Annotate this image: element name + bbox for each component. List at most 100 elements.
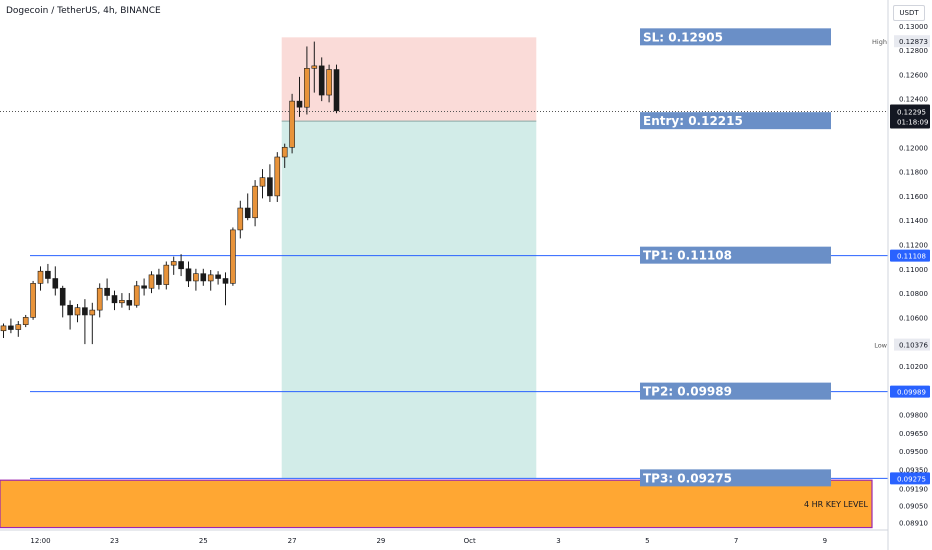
candle-body xyxy=(178,261,184,270)
candle-body xyxy=(244,207,251,219)
current-price-tag xyxy=(890,104,930,129)
y-tick-label: 0.11000 xyxy=(899,266,928,274)
candle-body xyxy=(156,274,162,285)
y-tick-label: 0.08910 xyxy=(899,520,928,528)
candle-body xyxy=(22,317,29,325)
x-tick-label: 23 xyxy=(110,537,119,545)
candle-body xyxy=(200,273,207,282)
x-tick-label: 25 xyxy=(199,537,208,545)
trade-label: TP1: 0.11108 xyxy=(643,249,732,263)
trade-label-box xyxy=(640,246,831,264)
candle-body xyxy=(0,325,7,332)
candle-body xyxy=(163,264,170,285)
y-tick-label: 0.10600 xyxy=(899,314,928,322)
candle-body xyxy=(30,283,36,318)
candle-body xyxy=(207,274,214,282)
level-tag-label: 0.09989 xyxy=(897,389,926,397)
level-tag xyxy=(890,385,930,398)
trade-label: Entry: 0.12215 xyxy=(643,114,743,128)
candle-body xyxy=(311,65,318,69)
y-tick-label: 0.09500 xyxy=(899,448,928,456)
low-label: Low xyxy=(874,342,887,350)
candle-body xyxy=(74,307,81,316)
candle-body xyxy=(215,274,221,279)
trade-label-box xyxy=(640,28,831,46)
candle-body xyxy=(333,69,340,112)
countdown-label: 01:18:09 xyxy=(897,118,928,126)
y-tick-label: 0.09190 xyxy=(899,486,928,494)
candle-body xyxy=(104,287,110,296)
key-level-label: 4 HR KEY LEVEL xyxy=(804,500,869,509)
low-value-box xyxy=(894,338,930,351)
candle-body xyxy=(274,156,281,197)
candle-body xyxy=(8,325,14,330)
low-value: 0.10376 xyxy=(899,342,928,350)
candle-body xyxy=(252,185,258,219)
y-tick-label: 0.11600 xyxy=(899,193,928,201)
candle-body xyxy=(141,285,147,289)
candle-body xyxy=(52,278,59,289)
candle-body xyxy=(267,177,273,197)
candle-body xyxy=(304,68,310,108)
y-tick-label: 0.12000 xyxy=(899,144,928,152)
x-tick-label: 3 xyxy=(556,537,560,545)
chart-title: Dogecoin / TetherUS, 4h, BINANCE xyxy=(6,6,161,16)
x-tick-label: 27 xyxy=(288,537,297,545)
y-tick-label: 0.12400 xyxy=(899,96,928,104)
y-tick-label: 0.10800 xyxy=(899,290,928,298)
candle-body xyxy=(222,278,229,284)
high-value-box xyxy=(894,35,930,48)
candle-body xyxy=(126,300,133,306)
trade-label-box xyxy=(640,112,831,130)
x-tick-label: 7 xyxy=(734,537,738,545)
level-tag-label: 0.09275 xyxy=(897,475,926,483)
trade-label-box xyxy=(640,469,831,487)
high-label: High xyxy=(872,38,887,46)
y-tick-label: 0.09800 xyxy=(899,412,928,420)
level-tag xyxy=(890,472,930,485)
currency-selector[interactable]: USDT xyxy=(893,5,925,21)
candle-body xyxy=(259,177,266,187)
y-tick-label: 0.13000 xyxy=(899,23,928,31)
level-tag-label: 0.11108 xyxy=(897,253,926,261)
candle-body xyxy=(148,274,155,289)
x-tick-label: Oct xyxy=(464,537,476,545)
candle-body xyxy=(296,100,303,108)
trade-label: TP2: 0.09989 xyxy=(643,385,732,399)
y-tick-label: 0.09350 xyxy=(899,466,928,474)
candle-body xyxy=(15,324,22,330)
x-tick-label: 5 xyxy=(645,537,649,545)
candle-body xyxy=(185,268,192,282)
candle-body xyxy=(111,295,118,304)
trade-label-box xyxy=(640,382,831,400)
candle-body xyxy=(170,261,177,266)
x-tick-label: 9 xyxy=(823,537,827,545)
candle-body xyxy=(318,65,325,96)
candle-body xyxy=(119,300,125,304)
y-tick-label: 0.10200 xyxy=(899,363,928,371)
candle-body xyxy=(281,146,288,158)
candle-body xyxy=(59,287,66,306)
candle-body xyxy=(326,69,332,96)
candle-body xyxy=(45,270,51,279)
candle-body xyxy=(37,270,44,284)
candle-body xyxy=(82,307,88,316)
trade-label: TP3: 0.09275 xyxy=(643,471,732,485)
y-tick-label: 0.12600 xyxy=(899,71,928,79)
candle-body xyxy=(237,207,244,231)
key-level-zone xyxy=(0,479,873,529)
candle-body xyxy=(96,287,103,311)
x-tick-label: 29 xyxy=(376,537,385,545)
level-tag xyxy=(890,249,930,262)
candle-body xyxy=(289,100,295,148)
candle-body xyxy=(67,304,73,316)
y-tick-label: 0.11400 xyxy=(899,217,928,225)
trade-label: SL: 0.12905 xyxy=(643,30,723,44)
candle-body xyxy=(193,273,199,282)
y-tick-label: 0.11800 xyxy=(899,169,928,177)
high-value: 0.12873 xyxy=(899,38,928,46)
candle-body xyxy=(230,229,236,284)
current-price-label: 0.12295 xyxy=(897,108,926,116)
candle-body xyxy=(133,285,140,306)
